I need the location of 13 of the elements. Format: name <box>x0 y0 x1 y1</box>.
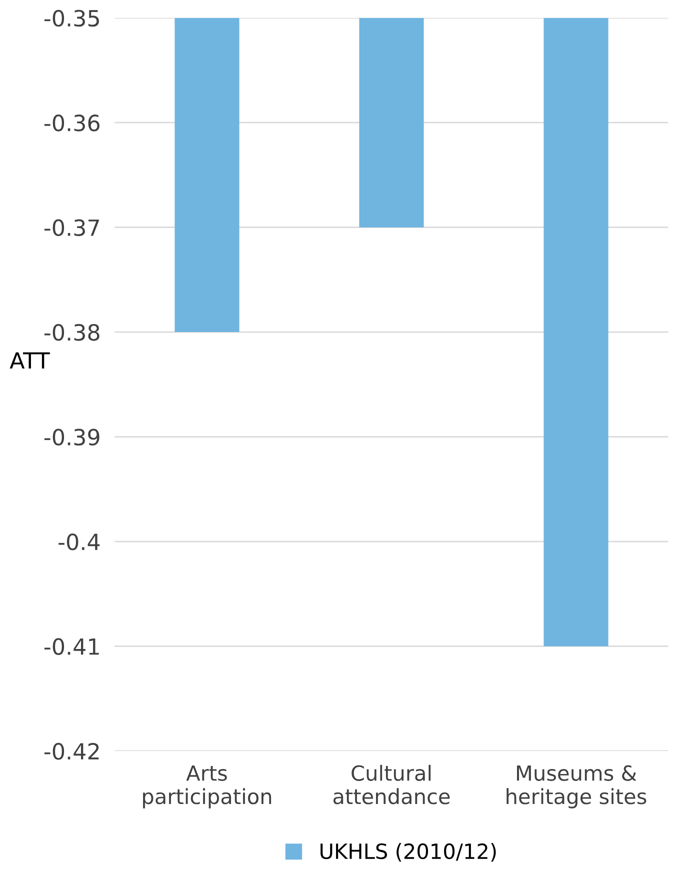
y-tick-label: -0.36 <box>44 114 100 132</box>
y-tick-label: -0.38 <box>44 324 100 341</box>
y-tick-label: -0.42 <box>44 742 99 760</box>
y-tick-label: -0.41 <box>44 638 99 655</box>
y-tick-label: -0.35 <box>44 10 99 27</box>
x-tick-label: Arts participation <box>143 765 272 808</box>
y-axis-title: ATT <box>10 352 50 369</box>
x-tick-label: Cultural attendance <box>333 764 450 804</box>
x-tick-label: Museums & heritage sites <box>506 765 646 808</box>
y-tick-label: -0.4 <box>58 533 100 550</box>
legend-label: UKHLS (2010/12) <box>320 843 496 862</box>
y-tick-label: -0.37 <box>44 219 99 236</box>
y-tick-label: -0.39 <box>44 428 100 446</box>
